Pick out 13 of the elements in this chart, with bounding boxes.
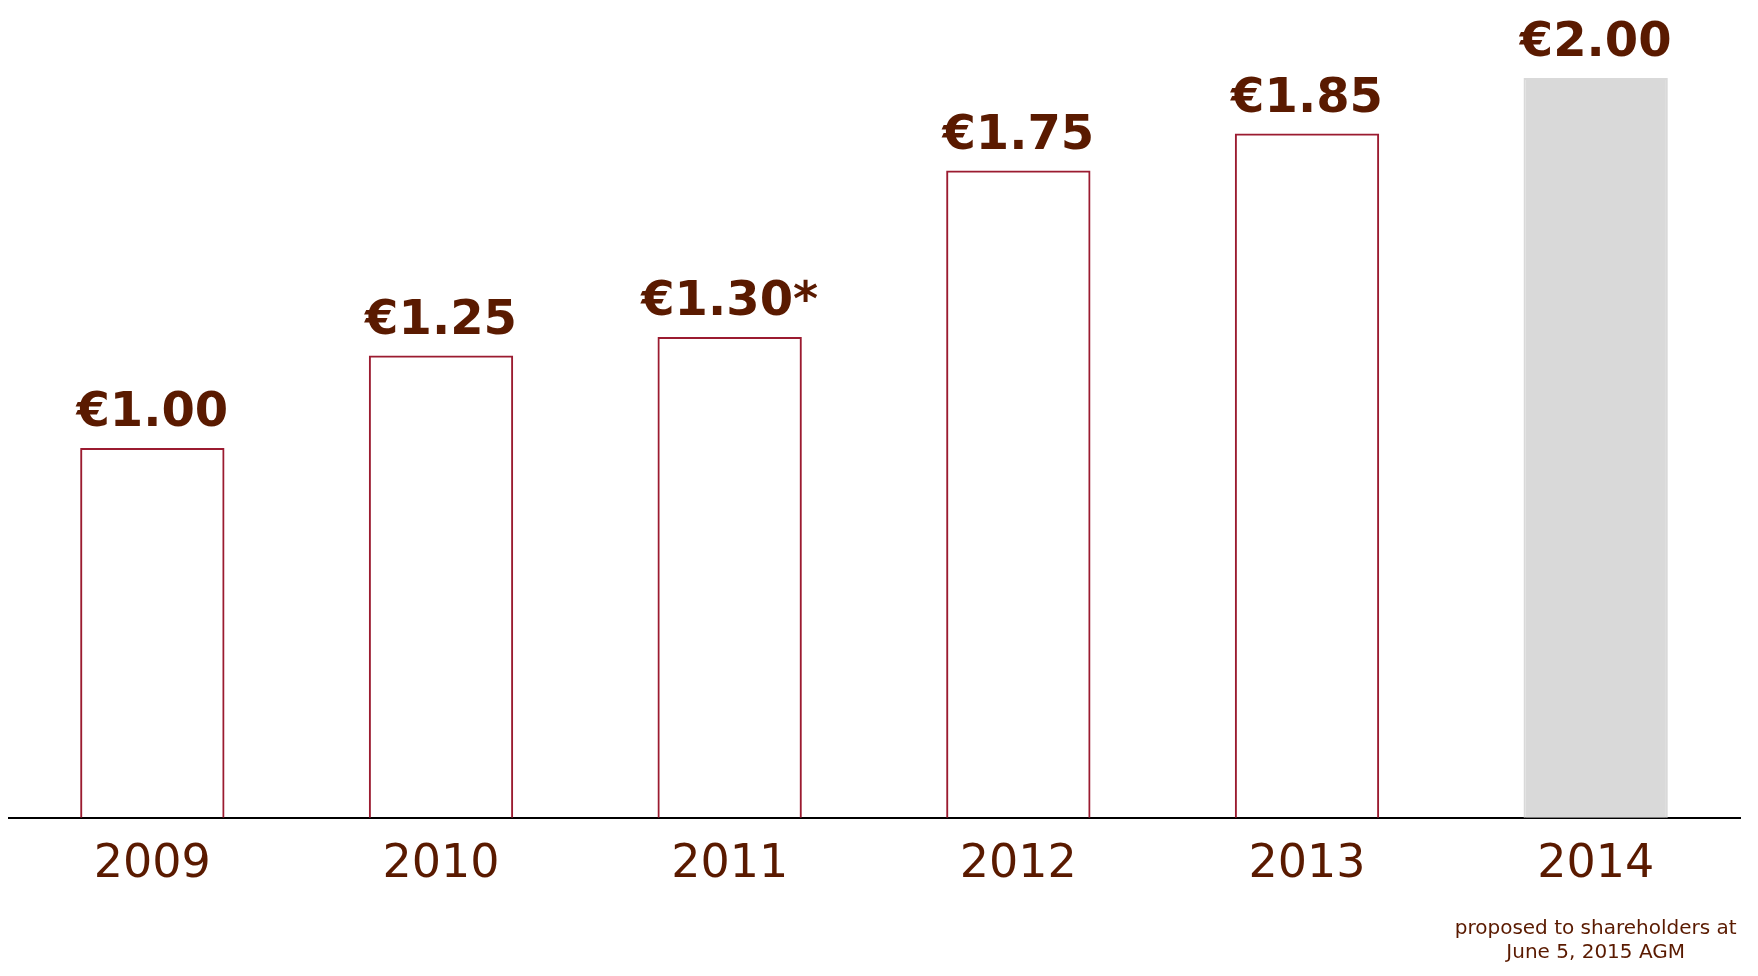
x-tick-label: 2010: [382, 834, 500, 889]
data-label: €1.85: [1230, 66, 1383, 123]
data-label: €1.25: [364, 288, 517, 345]
x-tick-label: 2012: [959, 834, 1077, 889]
x-tick-label: 2011: [671, 834, 789, 889]
data-label: €1.00: [75, 381, 229, 438]
x-tick-label: 2014: [1537, 834, 1655, 889]
x-tick-label: 2009: [93, 834, 211, 889]
data-label: €1.30*: [640, 270, 819, 327]
data-label: €1.75: [941, 103, 1095, 160]
x-tick-label: 2013: [1248, 834, 1366, 889]
data-label: €2.00: [1518, 11, 1672, 68]
text: proposed to shareholders at June 5, 2015 AGM: [1454, 915, 1737, 964]
